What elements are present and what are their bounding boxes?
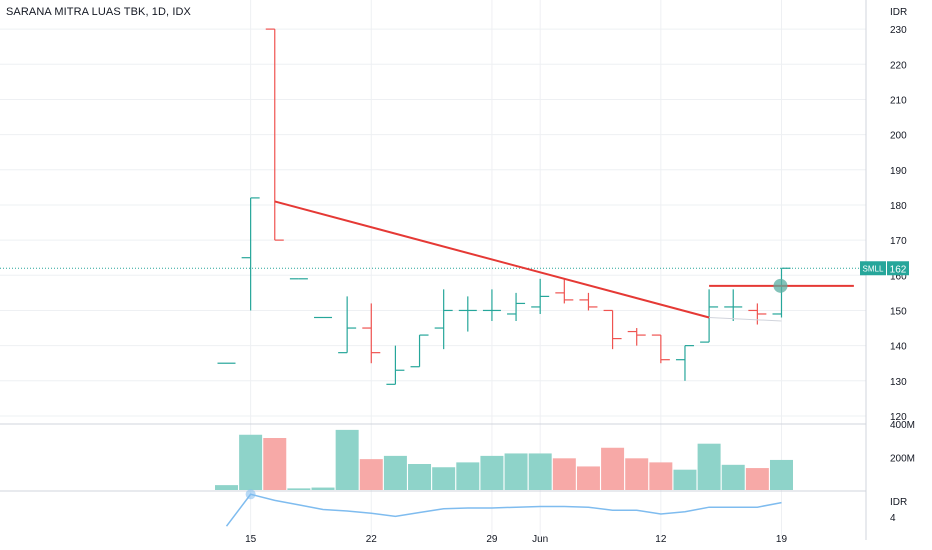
ohlc-bar bbox=[724, 289, 743, 322]
ohlc-bar bbox=[458, 296, 477, 332]
price-axis-tick-label: 220 bbox=[890, 60, 907, 71]
price-axis-tick-label: 160 bbox=[890, 271, 907, 282]
time-axis-tick-label: Jun bbox=[532, 534, 548, 545]
current-price-badge bbox=[887, 261, 909, 276]
ohlc-bar bbox=[700, 289, 719, 343]
ohlc-bar bbox=[265, 28, 284, 241]
current-price-label: 162 bbox=[890, 264, 907, 275]
price-axis-tick-label: 120 bbox=[890, 412, 907, 423]
volume-bar bbox=[649, 462, 673, 490]
time-axis-tick-label: 29 bbox=[486, 534, 498, 545]
price-axis-tick-label: 210 bbox=[890, 95, 907, 106]
volume-bar bbox=[263, 438, 287, 490]
volume-bar bbox=[528, 453, 552, 490]
ohlc-bar bbox=[507, 292, 526, 322]
ohlc-bar bbox=[772, 267, 791, 318]
price-axis-tick-label: 180 bbox=[890, 201, 907, 212]
volume-bar bbox=[456, 462, 480, 490]
symbol-badge bbox=[860, 261, 886, 276]
price-axis-tick-label: 200 bbox=[890, 131, 907, 142]
time-axis-tick-label: 12 bbox=[655, 534, 667, 545]
volume-bar bbox=[408, 464, 432, 490]
volume-bar bbox=[432, 467, 456, 490]
ohlc-bar bbox=[748, 303, 767, 325]
ohlc-bar bbox=[531, 278, 550, 314]
price-axis-currency-label: IDR bbox=[890, 7, 907, 18]
indicator-axis-label: IDR bbox=[890, 497, 907, 508]
indicator-line bbox=[225, 493, 782, 527]
ohlc-bar bbox=[482, 289, 501, 322]
volume-axis-tick-label: 200M bbox=[890, 454, 915, 465]
price-axis-tick-label: 130 bbox=[890, 377, 907, 388]
indicator-highlight-marker bbox=[245, 489, 256, 500]
ohlc-bar bbox=[675, 345, 694, 381]
price-axis-tick-label: 150 bbox=[890, 306, 907, 317]
volume-bar bbox=[721, 464, 745, 490]
volume-bar bbox=[769, 459, 793, 490]
ohlc-bar bbox=[651, 334, 670, 364]
indicator-axis-tick-label: 4 bbox=[890, 513, 896, 524]
ohlc-bar bbox=[627, 328, 646, 346]
time-axis-tick-label: 15 bbox=[245, 534, 257, 545]
ohlc-bar bbox=[434, 289, 453, 350]
volume-bar bbox=[359, 459, 383, 490]
price-axis-tick-label: 170 bbox=[890, 236, 907, 247]
volume-bar bbox=[335, 429, 359, 490]
volume-bar bbox=[625, 458, 649, 490]
trendline bbox=[274, 200, 710, 319]
volume-bar bbox=[215, 485, 238, 490]
ohlc-bar bbox=[410, 334, 429, 368]
trend-connector bbox=[709, 316, 782, 322]
volume-bar bbox=[504, 453, 528, 490]
volume-bar bbox=[383, 455, 407, 490]
ohlc-bar bbox=[338, 296, 357, 354]
volume-bar bbox=[673, 469, 697, 490]
volume-bar bbox=[697, 443, 721, 490]
volume-bar bbox=[601, 447, 625, 490]
volume-axis-tick-label: 400M bbox=[890, 420, 915, 431]
volume-bar bbox=[480, 455, 504, 490]
ohlc-bar bbox=[241, 197, 260, 311]
time-axis-tick-label: 22 bbox=[366, 534, 378, 545]
volume-bar bbox=[311, 487, 335, 490]
volume-bar bbox=[287, 488, 311, 490]
ohlc-bar bbox=[362, 303, 381, 364]
ohlc-bar bbox=[579, 292, 598, 311]
symbol-badge-label: SMLL bbox=[863, 264, 884, 273]
ohlc-bar bbox=[386, 345, 405, 385]
volume-bar bbox=[576, 466, 600, 490]
chart-title: SARANA MITRA LUAS TBK, 1D, IDX bbox=[6, 6, 191, 18]
time-axis-tick-label: 19 bbox=[776, 534, 788, 545]
ohlc-bar bbox=[555, 278, 574, 304]
volume-bar bbox=[745, 468, 769, 490]
price-axis-tick-label: 230 bbox=[890, 25, 907, 36]
ohlc-bar bbox=[603, 309, 622, 350]
price-axis-tick-label: 190 bbox=[890, 166, 907, 177]
volume-bar bbox=[552, 458, 576, 490]
price-axis-tick-label: 140 bbox=[890, 342, 907, 353]
volume-bar bbox=[239, 434, 263, 490]
breakout-marker bbox=[773, 278, 788, 293]
